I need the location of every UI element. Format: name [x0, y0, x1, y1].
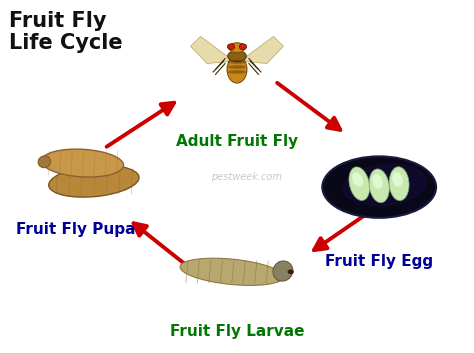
Text: Fruit Fly
Life Cycle: Fruit Fly Life Cycle — [9, 11, 123, 53]
Ellipse shape — [273, 261, 293, 281]
Ellipse shape — [228, 65, 246, 69]
Ellipse shape — [239, 44, 246, 50]
Ellipse shape — [288, 269, 294, 274]
Ellipse shape — [343, 163, 427, 207]
Ellipse shape — [372, 174, 383, 189]
Text: pestweek.com: pestweek.com — [211, 172, 282, 181]
Ellipse shape — [228, 44, 235, 50]
Text: Fruit Fly Larvae: Fruit Fly Larvae — [170, 324, 304, 339]
Ellipse shape — [49, 166, 139, 197]
Ellipse shape — [322, 156, 436, 218]
Ellipse shape — [228, 70, 246, 74]
Ellipse shape — [392, 172, 402, 187]
Ellipse shape — [41, 149, 124, 177]
Ellipse shape — [38, 156, 51, 168]
Ellipse shape — [228, 51, 246, 61]
Text: Adult Fruit Fly: Adult Fruit Fly — [176, 134, 298, 149]
Ellipse shape — [369, 169, 389, 203]
Ellipse shape — [180, 258, 283, 286]
Ellipse shape — [229, 43, 245, 53]
Text: Fruit Fly Egg: Fruit Fly Egg — [325, 254, 433, 269]
Ellipse shape — [228, 60, 246, 64]
Ellipse shape — [389, 167, 409, 201]
Polygon shape — [191, 36, 234, 64]
Ellipse shape — [352, 172, 363, 187]
Ellipse shape — [227, 56, 247, 83]
Polygon shape — [240, 36, 283, 64]
Text: Fruit Fly Pupa: Fruit Fly Pupa — [16, 222, 136, 237]
Ellipse shape — [349, 167, 370, 201]
